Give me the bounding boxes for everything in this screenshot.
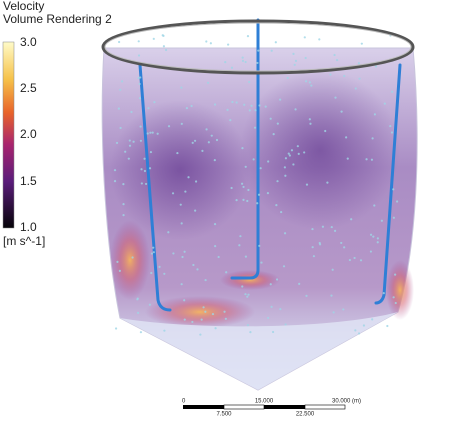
flow-region [240,70,400,230]
scale-bar [183,404,346,410]
colorbar-tick-label: 2.0 [20,127,37,141]
colorbar [2,41,15,229]
legend-title: Velocity [3,0,44,13]
flow-region [110,100,250,240]
colorbar-tick-label: 3.0 [20,35,37,49]
scale-label: 15.000 [255,399,274,405]
flow-hotspot [220,270,280,290]
flow-hotspot [386,260,414,320]
legend-subtitle: Volume Rendering 2 [3,12,112,26]
flow-hotspot [110,220,150,300]
tank-rim [104,22,412,72]
scale-label: 22.500 [296,412,315,418]
legend-unit: [m s^-1] [3,234,45,248]
colorbar-tick-label: 1.0 [20,220,37,234]
bubbles [113,34,399,336]
colorbar-tick-label: 1.5 [20,174,37,188]
tank-rim [101,19,415,75]
scale-label: 0 [182,399,186,405]
colorbar-tick-label: 2.5 [20,81,37,95]
scale-label: 30.000 (m) [332,399,361,405]
pipes [138,18,402,312]
flow-hotspot [145,296,255,328]
scale-label: 7.500 [216,412,232,418]
tank-cone [120,312,398,390]
